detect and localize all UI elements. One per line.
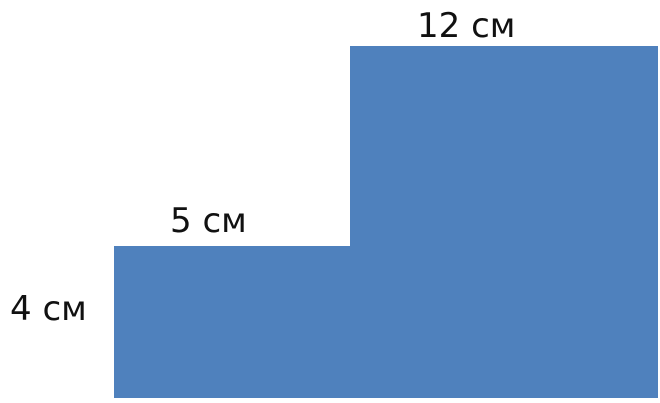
- left-height-label: 4 см: [10, 289, 87, 329]
- top-width-label: 12 см: [417, 6, 516, 46]
- step-width-label: 5 см: [170, 201, 247, 241]
- step-shape: [114, 46, 658, 398]
